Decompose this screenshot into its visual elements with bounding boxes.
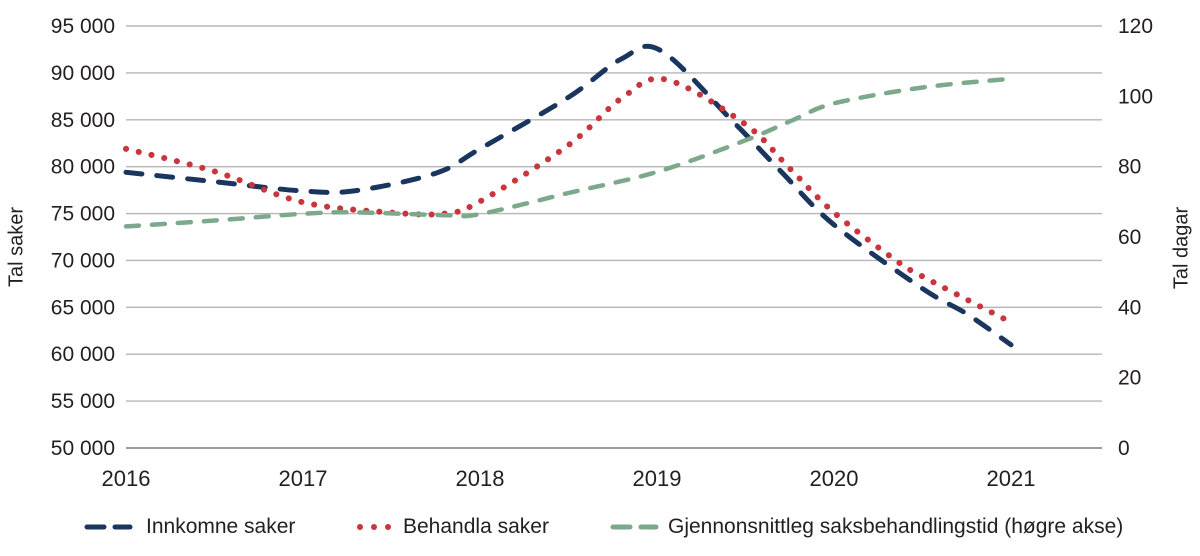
x-axis-tick-label: 2018	[456, 466, 505, 491]
right-axis-title: Tal dagar	[1170, 206, 1193, 290]
legend-item-saksbehandlingstid: Gjennonsnittleg saksbehandlingstid (høgr…	[610, 514, 1123, 540]
right-axis-tick-label: 120	[1118, 15, 1153, 38]
series-line-2	[123, 75, 1014, 326]
right-axis-tick-label: 0	[1118, 437, 1130, 460]
left-axis-tick-label: 70 000	[51, 249, 115, 272]
right-axis-tick-label: 60	[1118, 226, 1141, 249]
left-axis-tick-label: 60 000	[51, 343, 115, 366]
left-axis-tick-label: 90 000	[51, 62, 115, 85]
legend-item-innkomne-saker: Innkomne saker	[84, 514, 295, 540]
dashed-line-marker	[610, 524, 659, 530]
right-axis-tick-label: 80	[1118, 156, 1141, 179]
legend-label: Innkomne saker	[146, 515, 296, 538]
left-axis-tick-label: 50 000	[51, 437, 115, 460]
x-axis-tick-label: 2019	[633, 466, 682, 491]
left-axis-tick-label: 75 000	[51, 203, 115, 226]
dashed-line-marker	[84, 524, 133, 530]
dotted-line-marker	[357, 524, 391, 530]
left-axis-tick-label: 65 000	[51, 296, 115, 319]
x-axis-tick-label: 2020	[810, 466, 859, 491]
left-axis-title: Tal saker	[5, 206, 28, 288]
series-line-1	[123, 43, 1014, 348]
left-axis-tick-label: 85 000	[51, 109, 115, 132]
right-axis-tick-label: 20	[1118, 367, 1141, 390]
legend-item-behandla-saker: Behandla saker	[356, 514, 549, 540]
right-axis-tick-label: 100	[1118, 85, 1153, 108]
legend-label: Behandla saker	[403, 515, 549, 538]
x-axis-tick-label: 2016	[102, 466, 151, 491]
left-axis-tick-label: 55 000	[51, 390, 115, 413]
left-axis-tick-label: 95 000	[51, 15, 115, 38]
legend-label: Gjennonsnittleg saksbehandlingstid (høgr…	[668, 515, 1124, 538]
x-axis-tick-label: 2017	[279, 466, 328, 491]
left-axis-tick-label: 80 000	[51, 156, 115, 179]
x-axis-tick-label: 2021	[987, 466, 1036, 491]
right-axis-tick-label: 40	[1118, 296, 1141, 319]
series-line-3	[123, 76, 1014, 229]
